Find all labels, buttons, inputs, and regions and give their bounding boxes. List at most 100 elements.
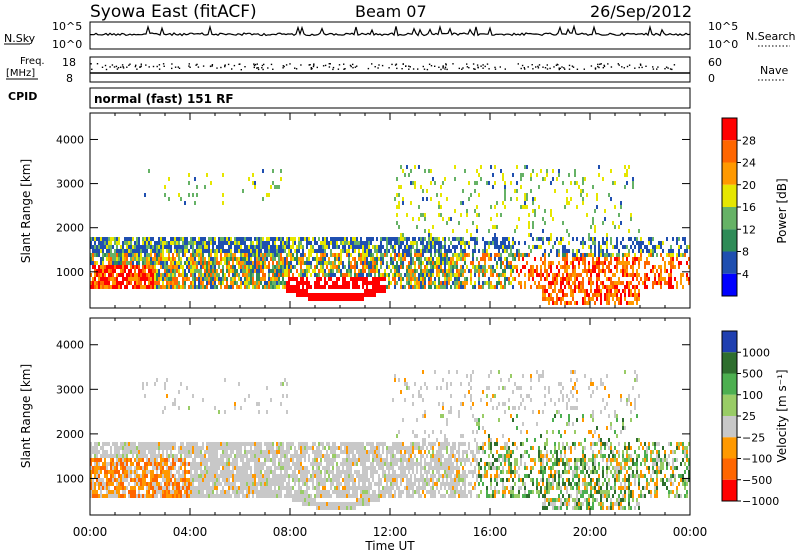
heatmap-cell [670,273,672,277]
heatmap-cell [366,281,368,285]
heatmap-cell [154,446,156,450]
heatmap-cell [520,177,522,181]
heatmap-cell [150,470,152,474]
heatmap-cell [98,478,100,482]
heatmap-cell [102,494,104,498]
heatmap-cell [276,277,278,281]
heatmap-cell [186,245,188,249]
heatmap-cell [660,245,662,249]
heatmap-cell [294,277,296,281]
heatmap-cell [434,265,436,269]
heatmap-cell [638,273,640,277]
heatmap-cell [644,245,646,249]
heatmap-cell [290,466,292,470]
heatmap-cell [260,257,262,261]
heatmap-cell [430,281,432,285]
heatmap-cell [316,490,318,494]
heatmap-cell [554,289,556,293]
heatmap-cell [404,257,406,261]
heatmap-cell [110,237,112,241]
heatmap-cell [350,269,352,273]
heatmap-cell [302,442,304,446]
heatmap-cell [634,253,636,257]
nave-point [538,67,539,68]
heatmap-cell [450,257,452,261]
heatmap-cell [410,169,412,173]
heatmap-cell [590,253,592,257]
colorbar-swatch [722,274,737,296]
heatmap-cell [138,273,140,277]
heatmap-cell [326,265,328,269]
heatmap-cell [678,249,680,253]
heatmap-cell [358,273,360,277]
heatmap-cell [254,253,256,257]
heatmap-cell [464,169,466,173]
heatmap-cell [118,249,120,253]
heatmap-cell [414,253,416,257]
heatmap-cell [372,253,374,257]
heatmap-cell [256,245,258,249]
heatmap-cell [234,265,236,269]
heatmap-cell [228,470,230,474]
heatmap-cell [442,269,444,273]
heatmap-cell [578,285,580,289]
heatmap-cell [122,446,124,450]
heatmap-cell [230,269,232,273]
heatmap-cell [248,269,250,273]
heatmap-cell [96,494,98,498]
heatmap-cell [492,225,494,229]
heatmap-cell [312,245,314,249]
heatmap-cell [534,269,536,273]
nave-point [664,68,665,69]
heatmap-cell [144,454,146,458]
heatmap-cell [588,233,590,237]
heatmap-cell [608,269,610,273]
heatmap-cell [188,241,190,245]
heatmap-cell [202,241,204,245]
heatmap-cell [218,277,220,281]
heatmap-cell [144,482,146,486]
heatmap-cell [614,225,616,229]
heatmap-cell [108,273,110,277]
heatmap-cell [144,273,146,277]
heatmap-cell [176,482,178,486]
heatmap-cell [102,245,104,249]
heatmap-cell [342,297,344,301]
heatmap-cell [174,269,176,273]
heatmap-cell [420,269,422,273]
heatmap-cell [408,265,410,269]
heatmap-cell [238,382,240,386]
heatmap-cell [176,245,178,249]
heatmap-cell [238,273,240,277]
heatmap-cell [140,442,142,446]
heatmap-cell [140,281,142,285]
heatmap-cell [200,474,202,478]
heatmap-cell [120,482,122,486]
heatmap-cell [214,470,216,474]
heatmap-cell [482,273,484,277]
heatmap-cell [282,482,284,486]
heatmap-cell [230,470,232,474]
heatmap-cell [150,237,152,241]
heatmap-cell [232,261,234,265]
heatmap-cell [162,253,164,257]
heatmap-cell [610,241,612,245]
heatmap-cell [218,478,220,482]
heatmap-cell [324,245,326,249]
heatmap-cell [244,478,246,482]
heatmap-cell [640,241,642,245]
heatmap-cell [610,289,612,293]
heatmap-cell [522,173,524,177]
heatmap-cell [440,205,442,209]
heatmap-cell [458,273,460,277]
heatmap-cell [410,201,412,205]
heatmap-cell [542,241,544,245]
nave-point [634,68,635,69]
power-heatmap-cells [90,165,690,305]
heatmap-cell [230,450,232,454]
heatmap-cell [268,494,270,498]
heatmap-cell [312,486,314,490]
heatmap-cell [316,470,318,474]
heatmap-cell [150,281,152,285]
